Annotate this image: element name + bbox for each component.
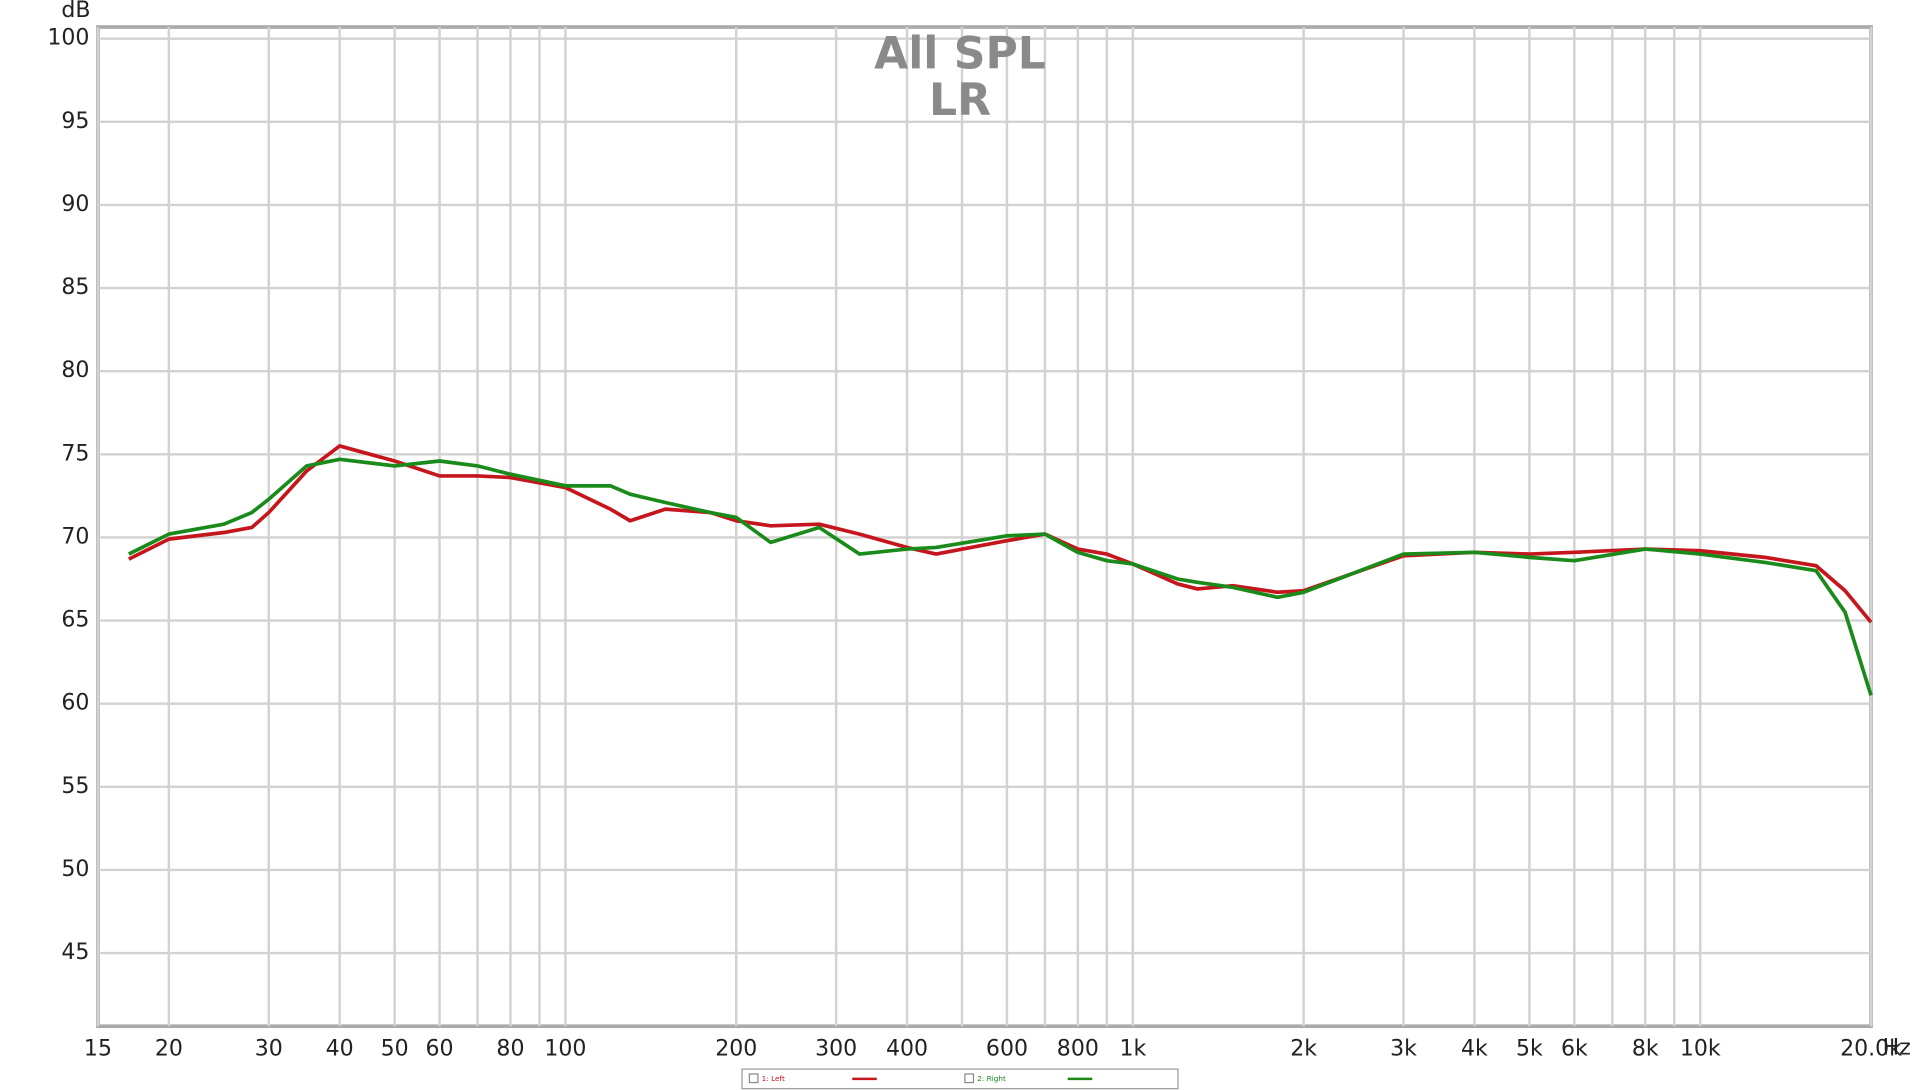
y-tick-label: 75 — [61, 441, 89, 466]
x-axis-label: Hz — [1883, 1035, 1911, 1060]
x-tick-label: 400 — [886, 1036, 928, 1061]
legend-checkbox — [748, 1073, 759, 1084]
y-tick-label: 85 — [61, 275, 89, 300]
x-tick-label: 20.0k — [1840, 1036, 1902, 1061]
y-tick-label: 60 — [61, 691, 89, 716]
y-tick-label: 90 — [61, 192, 89, 217]
x-tick-label: 4k — [1461, 1036, 1488, 1061]
x-tick-label: 3k — [1390, 1036, 1417, 1061]
y-tick-label: 100 — [47, 26, 89, 51]
x-tick-label: 20 — [155, 1036, 183, 1061]
y-tick-label: 65 — [61, 608, 89, 633]
legend: 1: Left 2: Right — [741, 1068, 1179, 1090]
x-tick-label: 800 — [1057, 1036, 1099, 1061]
x-tick-label: 5k — [1516, 1036, 1543, 1061]
x-tick-label: 40 — [326, 1036, 354, 1061]
x-tick-label: 30 — [255, 1036, 283, 1061]
y-tick-label: 50 — [61, 857, 89, 882]
y-axis-label: dB — [61, 0, 90, 23]
x-tick-label: 80 — [496, 1036, 524, 1061]
legend-label: 2: Right — [977, 1074, 1006, 1083]
grid — [96, 27, 1873, 1027]
y-tick-label: 80 — [61, 358, 89, 383]
plot-frame — [96, 25, 1873, 1029]
y-tick-label: 55 — [61, 774, 89, 799]
x-tick-label: 10k — [1680, 1036, 1721, 1061]
legend-label: 1: Left — [762, 1074, 785, 1083]
legend-box — [741, 1068, 1179, 1090]
x-tick-label: 1k — [1119, 1036, 1146, 1061]
x-tick-label: 6k — [1561, 1036, 1588, 1061]
x-tick-label: 15 — [84, 1036, 112, 1061]
x-tick-label: 600 — [986, 1036, 1028, 1061]
x-tick-label: 100 — [544, 1036, 586, 1061]
data-line — [127, 457, 1873, 696]
y-tick-label: 70 — [61, 524, 89, 549]
y-tick-label: 45 — [61, 940, 89, 965]
y-tick-label: 95 — [61, 109, 89, 134]
legend-checkbox — [964, 1073, 975, 1084]
x-tick-label: 60 — [426, 1036, 454, 1061]
data-line — [127, 444, 1873, 624]
x-tick-label: 50 — [381, 1036, 409, 1061]
x-tick-label: 200 — [715, 1036, 757, 1061]
chart-subtitle: LR — [929, 75, 991, 126]
x-tick-label: 300 — [815, 1036, 857, 1061]
x-tick-label: 8k — [1632, 1036, 1659, 1061]
chart-title: All SPL — [874, 28, 1046, 79]
x-tick-label: 2k — [1290, 1036, 1317, 1061]
